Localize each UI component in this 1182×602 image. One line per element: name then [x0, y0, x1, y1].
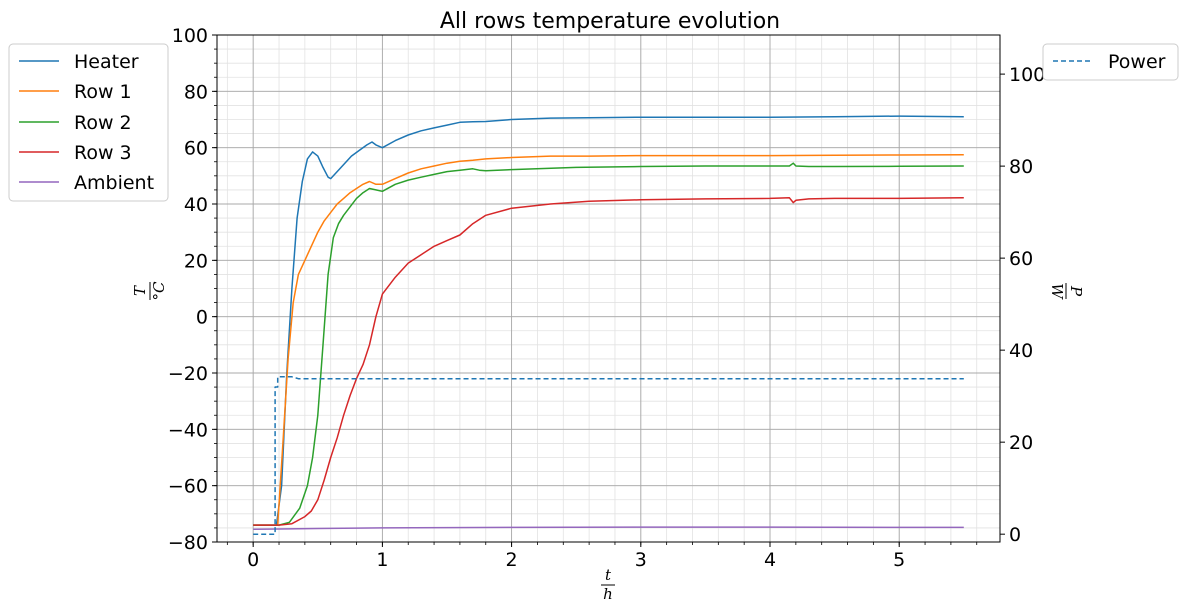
y-right-label-numerator: P: [1067, 285, 1085, 297]
legend-label-row-1: Row 1: [74, 81, 132, 103]
y-left-label-denominator: °C: [150, 281, 168, 301]
y-left-tick-label: −80: [168, 532, 208, 554]
y-left-tick-label: 100: [172, 25, 208, 47]
y-left-tick-label: 80: [184, 81, 208, 103]
legend-label-row-3: Row 3: [74, 142, 132, 164]
legend-right: Power: [1042, 43, 1179, 81]
legend-label-heater: Heater: [74, 51, 139, 73]
series-line-ambient: [253, 526, 964, 531]
legend-label-power: Power: [1108, 51, 1166, 73]
x-label-numerator: t: [605, 566, 612, 584]
y-right-tick-label: 100: [1009, 64, 1045, 86]
legend-label-row-2: Row 2: [74, 112, 132, 134]
y-axis-right-label: P W: [1048, 283, 1085, 300]
series-line-power: [253, 376, 964, 535]
y-right-tick-label: 60: [1009, 248, 1033, 270]
x-label-denominator: h: [603, 585, 613, 602]
y-right-tick-label: 0: [1009, 524, 1021, 546]
y-right-tick-label: 20: [1009, 432, 1033, 454]
y-left-label-numerator: T: [131, 285, 149, 296]
series-line-heater: [253, 115, 964, 526]
y-left-tick-label: 40: [184, 194, 208, 216]
legend-label-ambient: Ambient: [74, 172, 154, 194]
y-right-tick-label: 40: [1009, 340, 1033, 362]
x-tick-label: 4: [764, 549, 776, 571]
axes-ticks: 0 1 2 3 4 5 −80 −60 −40 −20 0 20 40 60 80 100 0 20 40 60 80 1…: [168, 25, 1045, 571]
series-line-row-3: [253, 197, 964, 526]
x-tick-label: 5: [893, 549, 905, 571]
x-axis-label: t h: [601, 566, 615, 602]
x-tick-label: 0: [247, 549, 259, 571]
y-left-tick-label: 0: [196, 307, 208, 329]
y-left-tick-label: 60: [184, 138, 208, 160]
grid: [217, 34, 1000, 543]
y-right-tick-label: 80: [1009, 156, 1033, 178]
legend-left-box: [8, 43, 169, 202]
chart-title: All rows temperature evolution: [440, 9, 780, 34]
y-left-tick-label: −40: [168, 419, 208, 441]
x-tick-label: 1: [376, 549, 388, 571]
legend-right-box: [1042, 43, 1179, 81]
y-left-tick-label: 20: [184, 250, 208, 272]
series-line-row-1: [253, 153, 964, 526]
series-line-row-2: [253, 162, 964, 526]
plot-area: [253, 115, 964, 535]
y-left-tick-label: −60: [168, 476, 208, 498]
y-left-tick-label: −20: [168, 363, 208, 385]
x-tick-label: 2: [506, 549, 518, 571]
legend-left: Heater Row 1 Row 2 Row 3 Ambient: [8, 43, 169, 202]
y-axis-left-label: T °C: [131, 281, 168, 301]
y-right-label-denominator: W: [1048, 283, 1066, 300]
x-tick-label: 3: [635, 549, 647, 571]
